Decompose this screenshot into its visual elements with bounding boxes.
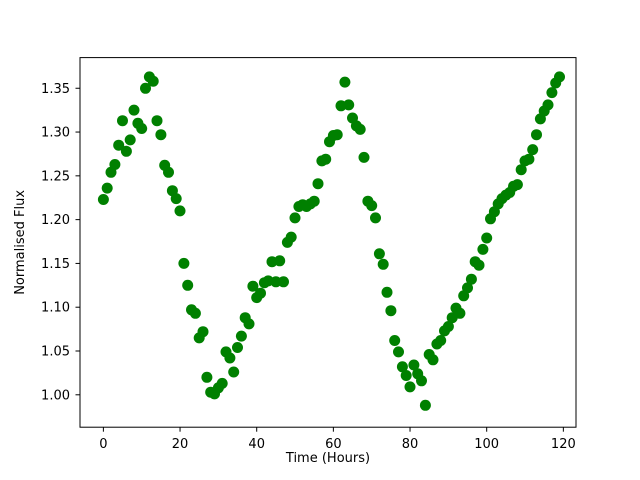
data-point [255,287,266,299]
data-point [312,178,324,190]
data-point [101,182,113,194]
y-tick-label: 1.00 [41,388,70,403]
data-point [377,258,389,270]
data-point [393,346,404,358]
data-point [113,139,125,151]
data-point [527,144,539,156]
plot-border [79,57,577,428]
data-point [366,200,378,212]
x-tick-label: 20 [172,437,189,452]
y-tick-label: 1.35 [41,82,70,97]
data-point [396,361,408,373]
y-tick-label: 1.05 [41,345,70,360]
data-point [308,195,320,207]
data-point [151,115,163,127]
data-point [381,286,393,298]
data-point [416,375,427,387]
data-point [109,159,121,170]
data-point [140,82,151,94]
data-point [408,359,420,371]
data-point [343,99,355,111]
x-tick-label: 120 [551,437,576,452]
y-tick-label: 1.30 [41,126,70,141]
y-tick-label: 1.15 [41,257,70,272]
data-point [136,123,148,134]
data-point [270,276,282,288]
data-point [170,193,182,205]
data-point [481,232,493,244]
data-point [247,280,259,292]
data-point [511,179,523,191]
data-point [373,248,385,260]
data-point [454,307,466,319]
data-point [228,366,240,378]
data-point [147,75,159,87]
data-point [473,259,485,271]
data-point [465,273,477,285]
data-point [385,305,397,317]
data-point [128,104,140,116]
data-point [515,164,527,176]
data-point [216,377,228,389]
data-point [274,255,286,267]
data-point [435,335,447,346]
data-point [531,129,542,141]
y-tick-label: 1.25 [41,169,70,184]
data-point [546,87,558,99]
data-point [235,330,247,342]
data-point [201,371,213,383]
data-point [243,318,255,330]
x-tick-label: 60 [325,437,342,452]
data-point [285,231,297,243]
data-point [358,151,370,163]
data-point [462,282,473,294]
data-point [117,115,128,127]
data-point [419,399,431,411]
data-point [189,307,201,319]
data-point [178,257,190,269]
data-point [232,342,243,353]
data-point [370,212,381,224]
data-point [523,153,535,165]
data-point [554,71,565,83]
data-point [224,352,236,364]
data-point [174,205,186,217]
data-point [97,194,109,205]
data-point [155,129,167,141]
data-point [442,321,454,332]
data-point [124,134,136,146]
data-point [354,123,366,135]
data-point [197,326,209,338]
data-point [182,279,194,291]
data-point [427,354,439,366]
data-point [389,335,401,346]
data-point [542,99,554,111]
scatter-series [97,71,565,411]
data-point [120,145,132,157]
data-point [289,212,301,224]
data-point [331,129,343,141]
y-axis-label: Normalised Flux [13,190,28,295]
data-point [278,276,289,288]
data-point [400,370,412,381]
x-tick-label: 80 [402,437,419,452]
x-axis-label: Time (Hours) [285,451,370,466]
x-tick-label: 40 [248,437,265,452]
y-tick-label: 1.10 [41,301,70,316]
data-point [320,153,332,165]
axes: 0 20 40 60 80 100 120 1.00 1.05 1.10 1.15 1.20 1.25 1… [41,57,577,452]
x-tick-label: 0 [99,437,107,452]
data-point [163,166,174,178]
data-point [339,76,351,88]
y-tick-label: 1.20 [41,213,70,228]
x-tick-label: 100 [474,437,499,452]
data-point [404,381,416,393]
data-point [477,243,489,255]
